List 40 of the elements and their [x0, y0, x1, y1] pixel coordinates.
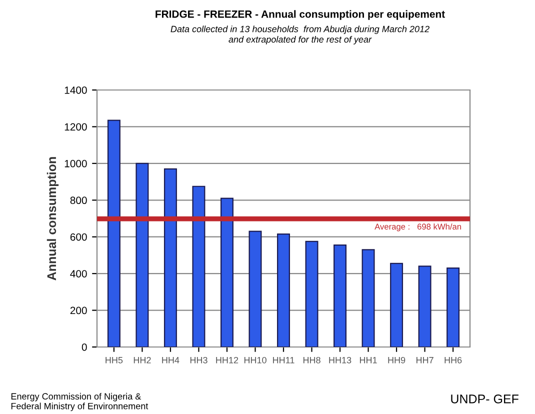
- x-tick-label: HH10: [244, 356, 266, 364]
- y-tick-label: 1400: [64, 86, 87, 94]
- bar: [107, 120, 120, 347]
- x-tick-label: HH5: [106, 357, 123, 364]
- x-tick-label: HH11: [273, 357, 294, 364]
- x-tick-label: HH12: [216, 356, 238, 364]
- x-tick-label: HH3: [190, 356, 208, 364]
- x-tick-label: HH4: [162, 357, 180, 364]
- x-tick-label: HH8: [303, 356, 320, 364]
- bar: [164, 168, 177, 347]
- y-tick-label: 400: [70, 270, 87, 278]
- text: UNDP- GEF: [451, 394, 518, 404]
- bar: [390, 262, 404, 347]
- y-tick-label: 800: [70, 196, 87, 204]
- chart-title: FRIDGE - FREEZER - Annual consumption per equipement: [156, 10, 445, 20]
- y-axis-title: Annual consumption: [46, 157, 59, 280]
- x-tick-label: HH13: [329, 356, 352, 364]
- bar: [418, 266, 432, 347]
- bar: [192, 186, 206, 347]
- bar: [248, 230, 262, 347]
- bar: [220, 198, 234, 347]
- y-tick-label: 600: [70, 233, 87, 241]
- bar: [305, 240, 318, 347]
- y-tick-label: 0: [82, 344, 87, 351]
- x-tick-label: HH7: [416, 357, 434, 364]
- bar: [136, 162, 149, 347]
- bar: [334, 244, 347, 347]
- text: Energy Commission of Nigeria & Federal Ministry of Environnement: [11, 392, 148, 412]
- bar: [362, 249, 375, 347]
- y-tick-label: 1000: [64, 160, 87, 168]
- chart-subtitle: Data collected in 13 households from Abudja during March 2012 and extrapolated for the rest of year: [170, 26, 430, 44]
- ref-line-label: Average : 698 kWh/an: [374, 223, 461, 232]
- x-tick-label: HH9: [388, 356, 406, 364]
- bar: [277, 234, 290, 347]
- x-tick-label: HH6: [444, 356, 462, 364]
- y-tick-label: 200: [70, 306, 87, 314]
- x-tick-label: HH1: [360, 357, 377, 364]
- y-tick-label: 1200: [64, 123, 87, 131]
- bar: [446, 268, 460, 347]
- x-tick-label: HH2: [134, 356, 151, 364]
